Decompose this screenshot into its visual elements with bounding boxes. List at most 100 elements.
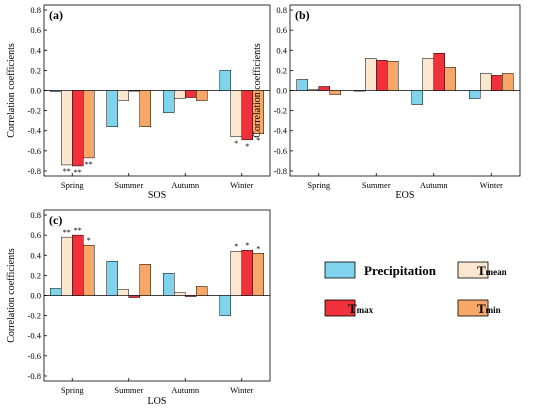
bar-tmin-autumn <box>444 67 456 91</box>
y-tick-label: 0.2 <box>30 65 41 75</box>
y-tick-label: -0.4 <box>28 331 42 341</box>
y-tick-label: 0.2 <box>30 270 41 280</box>
x-axis-title: LOS <box>148 396 167 407</box>
y-tick-label: 0.6 <box>276 25 287 35</box>
y-tick-label: -0.4 <box>274 126 288 136</box>
significance-mark: * <box>245 241 249 250</box>
bar-tmax-spring <box>72 90 84 167</box>
y-axis-title: Correlation coefficients <box>6 43 17 138</box>
bar-tmax-autumn <box>185 90 197 98</box>
y-tick-label: -0.8 <box>274 166 287 176</box>
bar-tmean-winter <box>230 90 242 138</box>
y-tick-label: 0.0 <box>276 86 287 96</box>
bar-tmean-spring <box>61 90 73 166</box>
panel-label: (b) <box>295 8 310 22</box>
bar-tmin-autumn <box>196 90 208 101</box>
y-tick-label: -0.2 <box>28 106 41 116</box>
bar-tmean-spring <box>307 89 319 91</box>
y-tick-label: 0.4 <box>276 45 287 55</box>
y-tick-label: 0.4 <box>30 45 41 55</box>
y-tick-label: -0.8 <box>28 166 41 176</box>
legend-item-precipitation: Precipitation <box>324 261 437 279</box>
x-axis-title: EOS <box>396 190 415 201</box>
bar-tmin-spring <box>83 244 95 296</box>
x-tick-label: Winter <box>480 180 503 190</box>
significance-mark: * <box>87 236 91 245</box>
bar-precipitation-summer <box>106 90 118 127</box>
panel-c: -0.8 -0.6 -0.4 -0.2 0.0 0.2 0.4 0.6 0.8 Correlati… <box>6 209 271 407</box>
bar-tmin-summer <box>139 90 151 127</box>
bar-precipitation-autumn <box>411 90 423 105</box>
bar-tmean-summer <box>365 58 377 91</box>
bar-tmean-autumn <box>174 292 186 296</box>
bar-precipitation-winter <box>219 295 231 316</box>
legend-swatch <box>324 299 356 317</box>
bar-tmin-winter <box>252 253 264 296</box>
legend-item-tmin: Tmin <box>457 299 501 317</box>
legend-label: Tmax <box>348 301 374 316</box>
bar-precipitation-spring <box>50 90 62 92</box>
legend-label: Precipitation <box>364 263 437 278</box>
legend-swatch <box>457 261 489 279</box>
x-tick-label: Spring <box>61 180 84 190</box>
significance-mark: * <box>234 242 238 251</box>
y-tick-label: 0.4 <box>30 250 41 260</box>
bar-tmin-spring <box>83 90 95 159</box>
bar-tmin-autumn <box>196 286 208 296</box>
bar-precipitation-winter <box>469 90 481 99</box>
panel-label: (c) <box>49 213 62 227</box>
significance-mark: ** <box>74 168 82 177</box>
panel-label: (a) <box>49 8 63 22</box>
bar-tmean-winter <box>480 73 492 91</box>
significance-mark: ** <box>74 226 82 235</box>
y-tick-label: 0.2 <box>276 65 287 75</box>
significance-mark: ** <box>63 228 71 237</box>
x-tick-label: Autumn <box>171 180 200 190</box>
y-tick-label: -0.6 <box>28 146 41 156</box>
x-tick-label: Summer <box>114 180 143 190</box>
bar-tmax-winter <box>491 75 503 91</box>
bar-tmean-autumn <box>174 90 186 99</box>
bar-precipitation-winter <box>219 70 231 91</box>
y-tick-label: 0.0 <box>30 291 41 301</box>
bar-tmean-spring <box>61 236 73 296</box>
bar-tmin-winter <box>502 73 514 91</box>
panel-a: -0.8 -0.6 -0.4 -0.2 0.0 0.2 0.4 0.6 0.8 Correlati… <box>6 4 271 201</box>
y-tick-label: -0.6 <box>274 146 287 156</box>
y-tick-label: 0.0 <box>30 86 41 96</box>
x-tick-label: Spring <box>61 385 84 395</box>
y-axis-title: Correlation coefficients <box>252 43 263 138</box>
significance-mark: * <box>245 142 249 151</box>
bar-precipitation-autumn <box>163 90 175 113</box>
bar-tmean-summer <box>117 289 129 296</box>
y-tick-label: -0.6 <box>28 351 41 361</box>
chart-panels: -0.8 -0.6 -0.4 -0.2 0.0 0.2 0.4 0.6 0.8 Correlati… <box>6 4 521 407</box>
bar-precipitation-summer <box>354 90 366 92</box>
y-tick-label: -0.2 <box>28 311 41 321</box>
bar-tmax-summer <box>128 295 140 298</box>
significance-mark: ** <box>63 167 71 176</box>
x-tick-label: Autumn <box>171 385 200 395</box>
y-tick-label: -0.4 <box>28 126 42 136</box>
legend-swatch <box>324 261 356 279</box>
bar-precipitation-autumn <box>163 273 175 296</box>
bar-tmax-summer <box>376 60 388 91</box>
x-tick-label: Winter <box>230 385 253 395</box>
bar-precipitation-summer <box>106 261 118 296</box>
bar-tmin-summer <box>387 61 399 91</box>
x-tick-label: Summer <box>362 180 391 190</box>
y-tick-label: -0.8 <box>28 371 41 381</box>
bar-tmax-winter <box>241 249 253 296</box>
significance-mark: * <box>256 244 260 253</box>
chart-legend: Precipitation Tmean Tmax Tmin <box>324 261 507 317</box>
y-tick-label: 0.8 <box>276 5 287 15</box>
x-tick-label: Spring <box>307 180 330 190</box>
bar-tmax-spring <box>72 234 84 296</box>
significance-mark: * <box>256 136 260 145</box>
bar-tmin-summer <box>139 264 151 296</box>
bar-precipitation-spring <box>296 79 308 91</box>
legend-swatch <box>457 299 489 317</box>
panel-b: -0.8 -0.6 -0.4 -0.2 0.0 0.2 0.4 0.6 0.8 Correlati… <box>252 4 521 201</box>
bar-tmin-spring <box>329 90 341 95</box>
legend-label: Tmin <box>477 301 501 316</box>
